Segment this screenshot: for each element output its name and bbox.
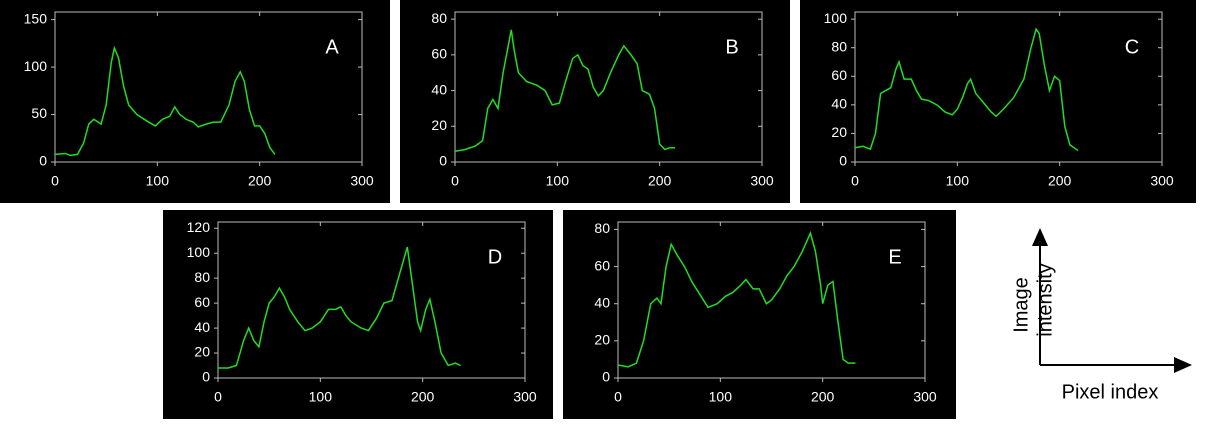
- y-tick-label: 150: [24, 10, 48, 26]
- panel: 0 100 200 300 0 20 40 60 80 100 120 D: [163, 210, 553, 419]
- y-tick-label: 50: [31, 105, 47, 121]
- panel-label: D: [488, 246, 502, 268]
- y-tick-label: 60: [194, 294, 210, 310]
- y-tick-label: 0: [39, 153, 47, 169]
- x-tick-label: 200: [648, 173, 672, 189]
- x-tick-label: 0: [51, 173, 59, 189]
- y-tick-label: 60: [594, 257, 610, 273]
- plot-frame: [854, 11, 1163, 163]
- panel: 0 100 200 300 0 20 40 60 80 100 C: [800, 0, 1196, 203]
- x-tick-label: 100: [709, 389, 733, 405]
- x-tick-label: 300: [1150, 173, 1174, 189]
- x-tick-label: 100: [146, 173, 170, 189]
- y-tick-label: 0: [439, 153, 447, 169]
- y-tick-label: 40: [194, 319, 210, 335]
- plot-frame: [617, 221, 926, 379]
- x-tick-label: 100: [546, 173, 570, 189]
- key-y-label: Image: [1010, 277, 1032, 333]
- y-tick-label: 20: [431, 117, 447, 133]
- y-tick-label: 100: [24, 58, 48, 74]
- x-tick-label: 300: [750, 173, 774, 189]
- y-tick-label: 100: [824, 10, 848, 26]
- panel-label: B: [725, 36, 738, 58]
- x-tick-label: 200: [411, 389, 435, 405]
- y-tick-label: 0: [839, 153, 847, 169]
- x-tick-label: 0: [614, 389, 622, 405]
- x-tick-label: 300: [913, 389, 937, 405]
- panel: 0 100 200 300 0 20 40 60 80 B: [400, 0, 790, 203]
- y-tick-label: 20: [831, 124, 847, 140]
- panel-background: [800, 0, 1196, 203]
- x-tick-label: 0: [451, 173, 459, 189]
- intensity-line: [854, 27, 1079, 152]
- y-tick-label: 60: [431, 46, 447, 62]
- panel-label: A: [325, 36, 339, 58]
- x-tick-label: 0: [851, 173, 859, 189]
- y-tick-label: 80: [594, 220, 610, 236]
- x-tick-label: 100: [309, 389, 333, 405]
- x-tick-label: 0: [214, 389, 222, 405]
- panel-label: E: [888, 246, 901, 268]
- panel: 0 100 200 300 0 20 40 60 80 E: [563, 210, 956, 419]
- x-tick-label: 200: [1048, 173, 1072, 189]
- plot-frame: [217, 221, 526, 379]
- x-tick-label: 100: [946, 173, 970, 189]
- intensity-line: [218, 246, 461, 369]
- panel-label: C: [1125, 36, 1139, 58]
- plot-frame: [54, 11, 363, 163]
- x-tick-label: 300: [350, 173, 374, 189]
- key-x-label: Pixel index: [1062, 381, 1159, 403]
- intensity-line: [454, 29, 676, 153]
- panel: 0 100 200 300 0 50 100 150 A: [0, 0, 390, 203]
- y-tick-label: 40: [594, 294, 610, 310]
- x-tick-label: 300: [513, 389, 537, 405]
- y-tick-label: 40: [431, 81, 447, 97]
- y-tick-label: 0: [202, 369, 210, 385]
- y-tick-label: 80: [431, 10, 447, 26]
- y-tick-label: 60: [831, 67, 847, 83]
- key-y-label: intensity: [1034, 263, 1056, 336]
- panel-background: [400, 0, 790, 203]
- y-tick-label: 20: [194, 344, 210, 360]
- plot-frame: [454, 11, 763, 163]
- y-tick-label: 20: [594, 332, 610, 348]
- x-tick-label: 200: [248, 173, 272, 189]
- y-tick-label: 80: [194, 269, 210, 285]
- y-tick-label: 80: [831, 38, 847, 54]
- y-tick-label: 100: [187, 244, 211, 260]
- panel-background: [563, 210, 956, 419]
- y-tick-label: 0: [602, 369, 610, 385]
- panel-background: [163, 210, 553, 419]
- y-tick-label: 40: [831, 96, 847, 112]
- axes-key: Image intensity Pixel index: [1010, 228, 1192, 403]
- intensity-line: [54, 45, 276, 157]
- intensity-line: [617, 230, 856, 368]
- panel-background: [0, 0, 390, 203]
- y-tick-label: 120: [187, 219, 211, 235]
- x-tick-label: 200: [811, 389, 835, 405]
